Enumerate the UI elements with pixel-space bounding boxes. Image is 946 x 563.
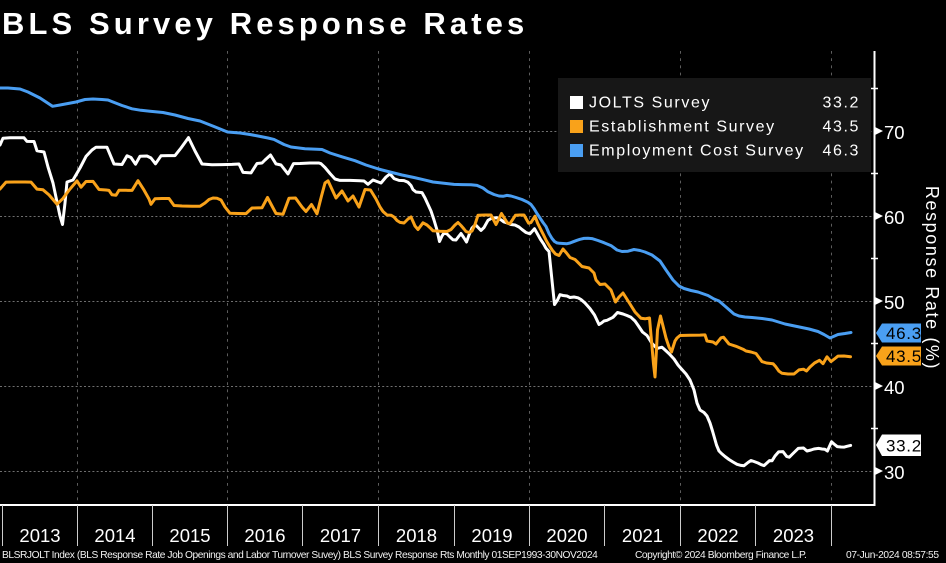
svg-text:BLSRJOLT Index (BLS Response R: BLSRJOLT Index (BLS Response Rate Job Op… bbox=[2, 550, 598, 561]
svg-text:50: 50 bbox=[884, 292, 905, 313]
svg-text:60: 60 bbox=[884, 207, 905, 228]
svg-text:2019: 2019 bbox=[471, 525, 512, 546]
svg-text:2023: 2023 bbox=[773, 525, 814, 546]
svg-text:46.3: 46.3 bbox=[822, 143, 860, 160]
svg-text:43.5: 43.5 bbox=[822, 119, 860, 136]
svg-text:Employment Cost Survey: Employment Cost Survey bbox=[589, 143, 805, 160]
svg-text:JOLTS Survey: JOLTS Survey bbox=[589, 95, 711, 112]
svg-text:30: 30 bbox=[884, 462, 905, 483]
svg-text:2013: 2013 bbox=[19, 525, 60, 546]
svg-text:2016: 2016 bbox=[244, 525, 285, 546]
svg-text:2015: 2015 bbox=[169, 525, 210, 546]
svg-text:46.3: 46.3 bbox=[886, 324, 922, 343]
svg-text:BLS Survey Response Rates: BLS Survey Response Rates bbox=[2, 6, 528, 41]
svg-text:2014: 2014 bbox=[94, 525, 135, 546]
svg-text:33.2: 33.2 bbox=[822, 95, 860, 112]
svg-text:2021: 2021 bbox=[622, 525, 663, 546]
svg-text:33.2: 33.2 bbox=[886, 437, 922, 456]
svg-text:2020: 2020 bbox=[546, 525, 587, 546]
svg-text:Establishment Survey: Establishment Survey bbox=[589, 119, 776, 136]
svg-text:2017: 2017 bbox=[320, 525, 361, 546]
svg-text:Response Rate (%): Response Rate (%) bbox=[922, 186, 942, 370]
svg-text:40: 40 bbox=[884, 377, 905, 398]
svg-text:Copyright© 2024 Bloomberg Fina: Copyright© 2024 Bloomberg Finance L.P. bbox=[635, 550, 806, 561]
svg-text:43.5: 43.5 bbox=[886, 347, 922, 366]
svg-text:70: 70 bbox=[884, 122, 905, 143]
svg-text:2018: 2018 bbox=[396, 525, 437, 546]
svg-text:07-Jun-2024 08:57:55: 07-Jun-2024 08:57:55 bbox=[846, 550, 939, 561]
svg-text:2022: 2022 bbox=[697, 525, 738, 546]
